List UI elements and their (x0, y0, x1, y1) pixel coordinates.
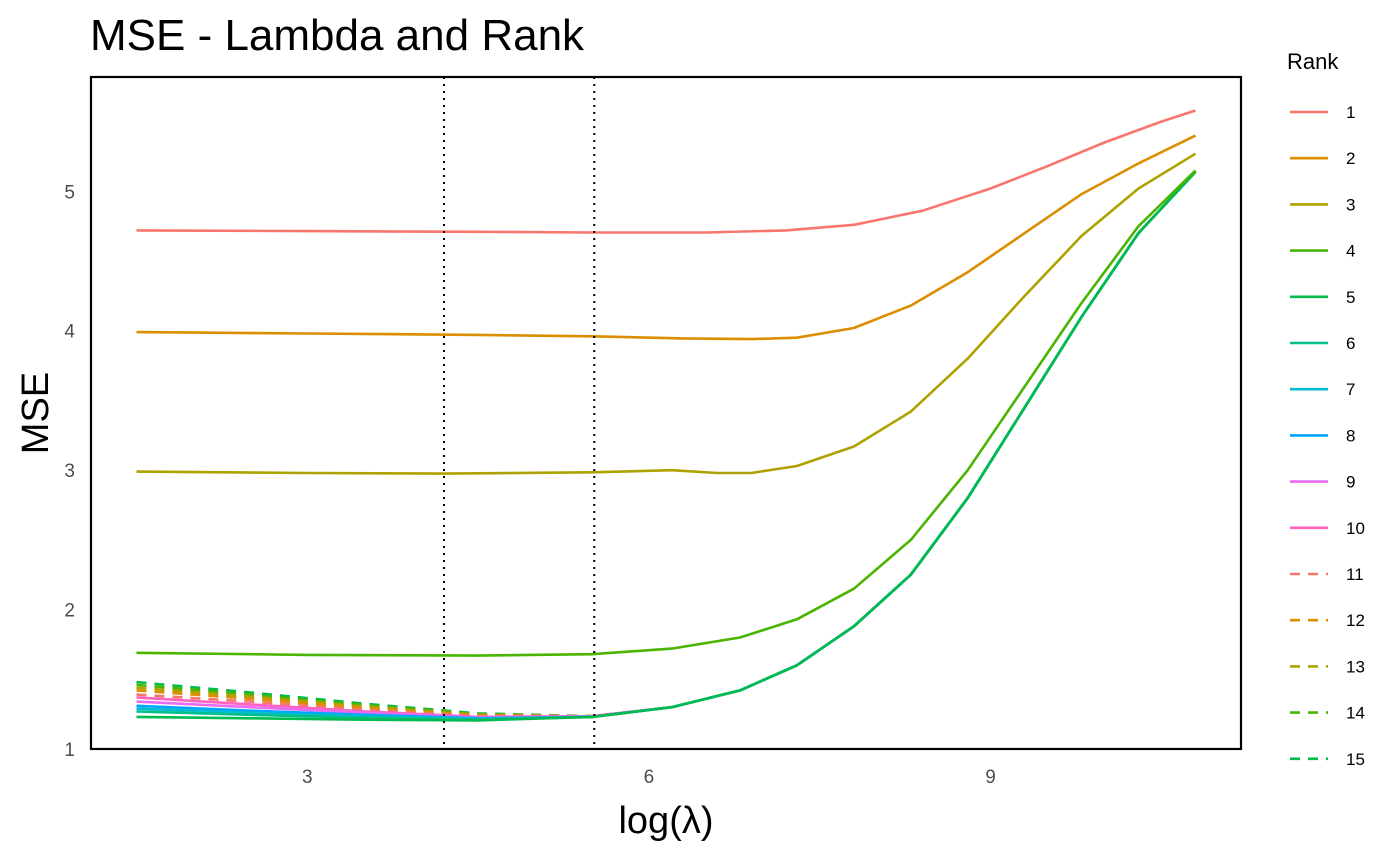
series-line-rank-10 (136, 170, 1197, 719)
x-axis-ticks: 3 6 9 (302, 767, 996, 788)
series-line-rank-5 (136, 170, 1197, 722)
series-line-rank-3 (136, 152, 1197, 475)
x-axis-title: log(λ) (618, 800, 713, 842)
legend-label: 10 (1346, 519, 1365, 538)
y-tick-label: 1 (64, 740, 75, 761)
legend-item-rank-1: 1 (1290, 103, 1355, 122)
legend-item-rank-14: 14 (1290, 704, 1365, 723)
legend-item-rank-2: 2 (1290, 149, 1355, 168)
legend-label: 5 (1346, 288, 1355, 307)
plot-border (89, 75, 1243, 751)
legend-item-rank-9: 9 (1290, 473, 1355, 492)
y-tick-label: 5 (64, 182, 75, 203)
legend-label: 1 (1346, 103, 1355, 122)
legend-item-rank-3: 3 (1290, 195, 1355, 214)
legend-label: 4 (1346, 242, 1355, 261)
legend-label: 3 (1346, 195, 1355, 214)
legend-item-rank-12: 12 (1290, 611, 1365, 630)
legend-label: 13 (1346, 657, 1365, 676)
legend-label: 9 (1346, 473, 1355, 492)
series-line-rank-11 (136, 170, 1197, 718)
series-line-rank-2 (136, 134, 1197, 341)
legend-item-rank-7: 7 (1290, 380, 1355, 399)
legend-label: 15 (1346, 750, 1365, 769)
series-line-rank-15 (136, 170, 1197, 718)
series-line-rank-8 (136, 170, 1197, 720)
y-tick-label: 3 (64, 461, 75, 482)
series-line-rank-14 (136, 170, 1197, 718)
series-line-rank-13 (136, 170, 1197, 718)
y-tick-label: 2 (64, 601, 75, 622)
legend-label: 8 (1346, 426, 1355, 445)
x-tick-label: 6 (644, 767, 655, 788)
series-line-rank-1 (136, 109, 1196, 234)
series-layer (136, 109, 1197, 722)
series-line-rank-12 (136, 170, 1197, 718)
legend-item-rank-13: 13 (1290, 657, 1365, 676)
legend-item-rank-8: 8 (1290, 426, 1355, 445)
chart-title: MSE - Lambda and Rank (90, 11, 585, 60)
y-axis-ticks: 1 2 3 4 5 (64, 182, 75, 761)
legend-item-rank-10: 10 (1290, 519, 1365, 538)
plot-area (89, 75, 1243, 751)
legend-title: Rank (1287, 49, 1339, 74)
legend-label: 6 (1346, 334, 1355, 353)
legend-item-rank-5: 5 (1290, 288, 1355, 307)
reference-lines (442, 77, 596, 749)
series-line-rank-9 (136, 170, 1197, 719)
x-tick-label: 3 (302, 767, 313, 788)
y-tick-label: 4 (64, 322, 75, 343)
legend-item-rank-15: 15 (1290, 750, 1365, 769)
series-line-rank-7 (136, 170, 1197, 721)
legend-label: 2 (1346, 149, 1355, 168)
series-line-rank-6 (136, 170, 1197, 721)
legend-label: 14 (1346, 704, 1365, 723)
legend-label: 11 (1346, 565, 1364, 584)
series-line-rank-4 (136, 169, 1197, 657)
y-axis-title: MSE (15, 372, 57, 454)
x-tick-label: 9 (985, 767, 996, 788)
legend-item-rank-4: 4 (1290, 242, 1355, 261)
legend-label: 7 (1346, 380, 1355, 399)
legend-item-rank-6: 6 (1290, 334, 1355, 353)
legend-label: 12 (1346, 611, 1365, 630)
legend-item-rank-11: 11 (1290, 565, 1364, 584)
